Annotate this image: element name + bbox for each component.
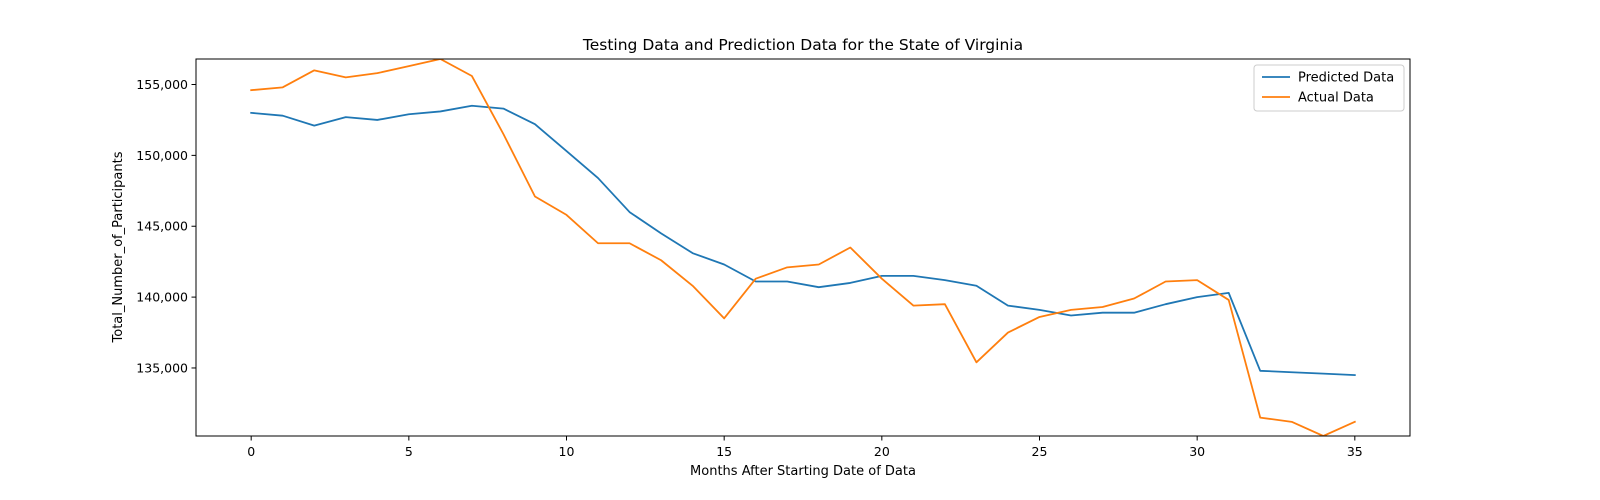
plot-area: 0 5 10 15 20 25 30 35 135,000 140,000 145,000 150,0… <box>136 58 1411 459</box>
legend-box <box>1253 64 1405 112</box>
series-line-1 <box>250 59 1357 436</box>
legend: Predicted Data Actual Data <box>1253 64 1405 112</box>
legend-label-0: Predicted Data <box>1298 71 1394 86</box>
y-tick-label: 145,000 <box>136 219 188 234</box>
x-axis-label: Months After Starting Date of Data <box>690 464 916 479</box>
y-tick-label: 140,000 <box>136 290 188 305</box>
legend-label-1: Actual Data <box>1298 91 1374 106</box>
x-tick-label: 5 <box>405 444 413 459</box>
x-tick-label: 30 <box>1189 444 1205 459</box>
x-tick-label: 20 <box>874 444 890 459</box>
x-tick-label: 15 <box>716 444 732 459</box>
y-tick-label: 150,000 <box>136 148 188 163</box>
series-line-0 <box>250 104 1356 376</box>
y-tick-label: 155,000 <box>136 77 188 92</box>
x-tick-label: 25 <box>1032 444 1048 459</box>
y-tick-label: 135,000 <box>136 360 188 375</box>
chart-title: Testing Data and Prediction Data for the… <box>582 36 1023 54</box>
plot-frame <box>195 58 1411 437</box>
x-tick-label: 0 <box>247 444 255 459</box>
x-tick-label: 35 <box>1347 444 1363 459</box>
y-axis-label: Total_Number_of_Participants <box>111 151 126 343</box>
x-tick-label: 10 <box>559 444 575 459</box>
